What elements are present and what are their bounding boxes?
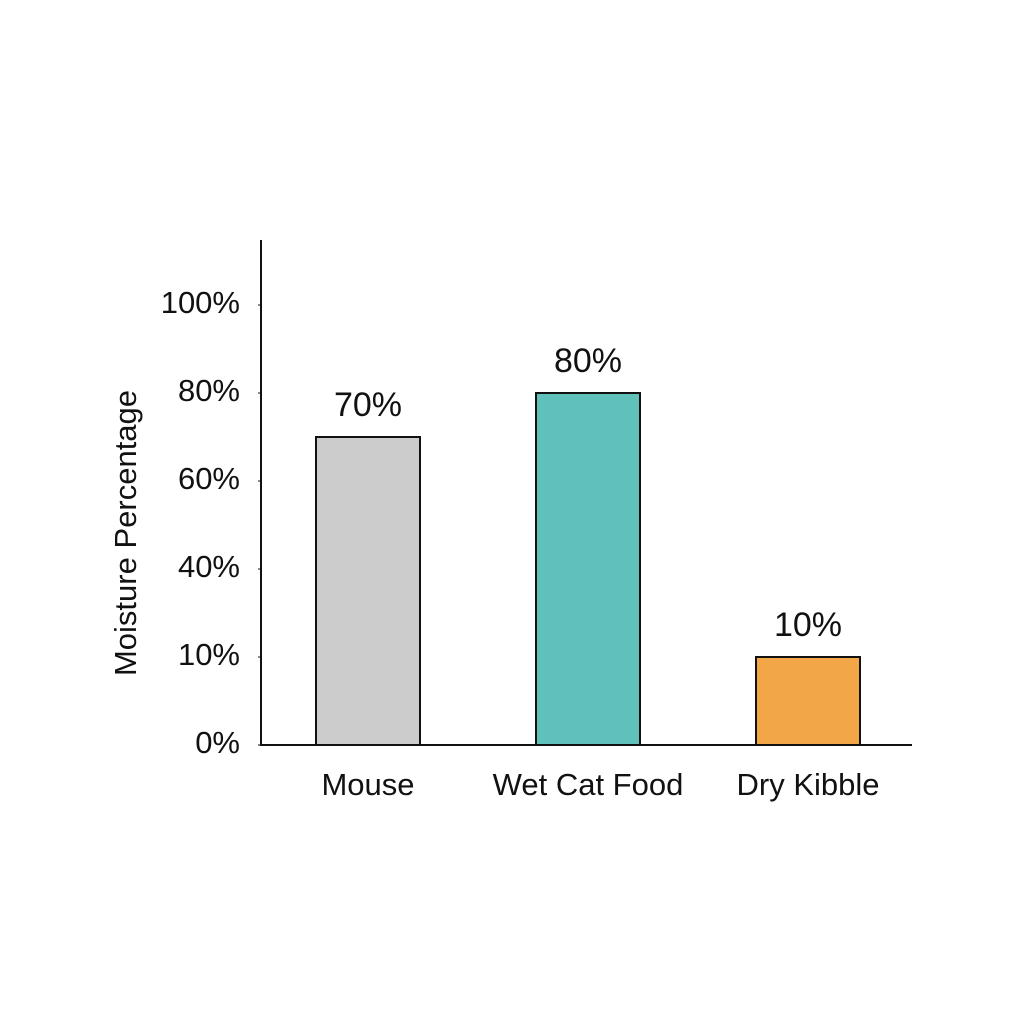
x-tick-label: Mouse — [321, 767, 414, 802]
y-axis-label: Moisture Percentage — [108, 390, 143, 676]
bar — [755, 656, 861, 746]
bar — [535, 392, 641, 746]
y-tick-label: 60% — [178, 461, 240, 496]
y-tick-label: 40% — [178, 549, 240, 584]
value-label: 10% — [774, 606, 842, 644]
bar — [315, 436, 421, 746]
value-label: 80% — [554, 342, 622, 380]
y-tick-label: 10% — [178, 637, 240, 672]
x-tick-label: Dry Kibble — [737, 767, 880, 802]
value-label: 70% — [334, 386, 402, 424]
y-tick-label: 0% — [195, 725, 240, 760]
y-tick-label: 100% — [161, 285, 240, 320]
y-tick-label: 80% — [178, 373, 240, 408]
x-tick-label: Wet Cat Food — [493, 767, 684, 802]
